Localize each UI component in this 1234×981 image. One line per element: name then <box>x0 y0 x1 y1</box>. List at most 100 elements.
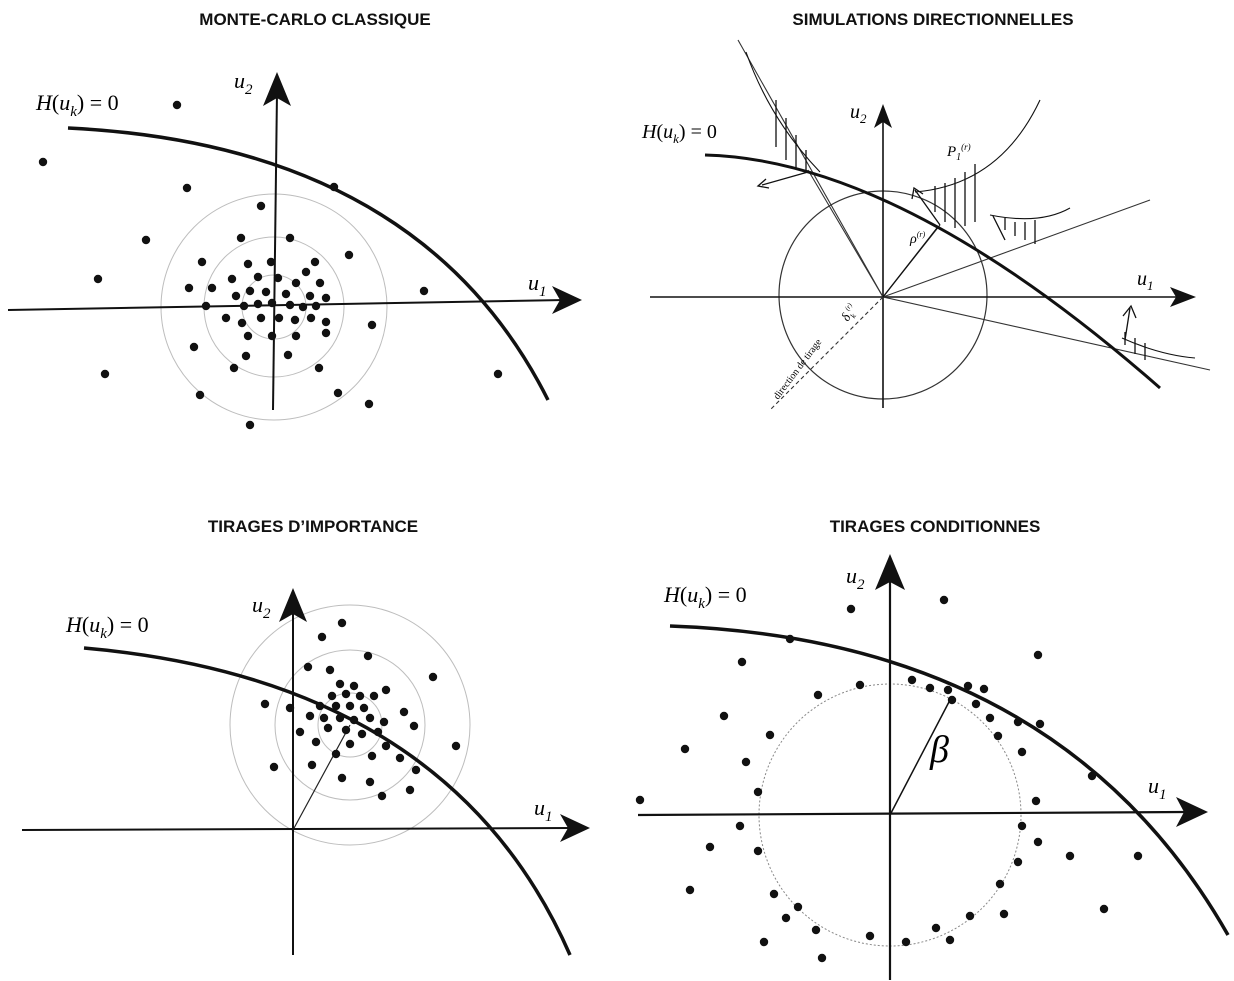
sample-point <box>303 662 313 672</box>
sample-point <box>323 723 333 733</box>
rho-label: ρ(r) <box>909 230 926 247</box>
panel-title-importance: TIRAGES D’IMPORTANCE <box>207 517 419 536</box>
sample-point <box>325 665 335 675</box>
sample-point <box>395 753 405 763</box>
sample-point <box>333 388 343 398</box>
sample-point <box>635 795 645 805</box>
sample-point <box>184 283 194 293</box>
sample-point <box>344 250 354 260</box>
sample-point <box>141 235 151 245</box>
density-envelopes <box>745 51 1196 359</box>
sample-point <box>253 299 263 309</box>
sample-point <box>319 713 329 723</box>
panel-title-monte-carlo: MONTE-CARLO CLASSIQUE <box>199 10 431 29</box>
sample-point <box>373 727 383 737</box>
arrow <box>882 227 938 298</box>
u1-label: u1 <box>1148 773 1167 803</box>
sample-point <box>227 274 237 284</box>
limit-state-curve <box>67 126 550 401</box>
sample-point <box>314 363 324 373</box>
sample-point <box>245 286 255 296</box>
sample-point <box>1017 821 1027 831</box>
sample-point <box>311 301 321 311</box>
sample-point <box>329 182 339 192</box>
sample-point <box>310 257 320 267</box>
sample-point <box>236 233 246 243</box>
sample-point <box>999 909 1009 919</box>
sample-point <box>813 690 823 700</box>
sample-point <box>855 680 865 690</box>
arrow <box>914 189 941 226</box>
sample-point <box>741 757 751 767</box>
u1-arrowhead <box>1176 797 1208 827</box>
sample-point <box>229 363 239 373</box>
sample-point <box>753 787 763 797</box>
sample-point <box>1013 717 1023 727</box>
sample-point <box>321 293 331 303</box>
sample-point <box>925 683 935 693</box>
direction-ray <box>882 199 1151 298</box>
sample-point <box>245 420 255 430</box>
panel-title-conditional: TIRAGES CONDITIONNES <box>829 517 1041 536</box>
u2-label: u2 <box>252 592 271 622</box>
u2-arrowhead <box>875 554 905 590</box>
sample-point <box>493 369 503 379</box>
sample-point <box>182 183 192 193</box>
sample-point <box>811 925 821 935</box>
density-envelope <box>914 99 1041 193</box>
sample-point <box>93 274 103 284</box>
sample-point <box>846 604 856 614</box>
sample-point <box>260 699 270 709</box>
u2-label: u2 <box>846 563 865 593</box>
sample-point <box>337 773 347 783</box>
sample-point <box>793 902 803 912</box>
sample-point <box>253 272 263 282</box>
sample-point <box>1087 771 1097 781</box>
design-point-segment <box>292 724 351 831</box>
sample-point <box>785 634 795 644</box>
u2-label: u2 <box>234 68 253 98</box>
sample-point <box>243 331 253 341</box>
u1-axis-line <box>21 827 573 831</box>
sample-point <box>317 632 327 642</box>
sample-point <box>377 791 387 801</box>
sample-point <box>269 762 279 772</box>
axes <box>637 554 1208 980</box>
sample-point <box>274 313 284 323</box>
sample-point <box>241 351 251 361</box>
direction-ray-dashed <box>769 296 884 411</box>
sample-point <box>335 679 345 689</box>
sample-point <box>237 318 247 328</box>
panel-title-directional: SIMULATIONS DIRECTIONNELLES <box>792 10 1074 29</box>
sample-point <box>305 711 315 721</box>
sample-point <box>335 713 345 723</box>
arrow <box>1122 304 1137 319</box>
sample-point <box>907 675 917 685</box>
limit-state-label: H(uk) = 0 <box>65 612 149 642</box>
sample-point <box>221 313 231 323</box>
u1-axis-line <box>637 810 1186 817</box>
sample-point <box>945 935 955 945</box>
sample-point <box>357 729 367 739</box>
sample-point <box>1065 851 1075 861</box>
sampling-directions <box>737 39 1211 411</box>
sample-point <box>963 681 973 691</box>
sample-point <box>327 691 337 701</box>
sample-point <box>195 390 205 400</box>
sample-point <box>719 711 729 721</box>
limit-state-curve <box>669 624 1230 936</box>
ring <box>274 649 426 801</box>
sample-point <box>283 350 293 360</box>
sample-point <box>285 300 295 310</box>
sample-point <box>428 672 438 682</box>
density-envelope <box>1121 337 1196 359</box>
sample-point <box>291 278 301 288</box>
sample-point <box>172 100 182 110</box>
sample-point <box>345 701 355 711</box>
arrows <box>756 171 1137 341</box>
sample-point <box>865 931 875 941</box>
sample-point <box>381 685 391 695</box>
arrow <box>992 215 1006 241</box>
